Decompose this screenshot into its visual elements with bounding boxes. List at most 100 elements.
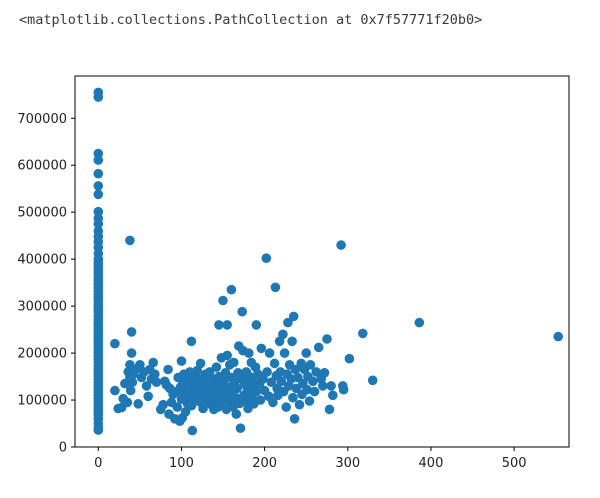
scatter-point xyxy=(308,376,318,387)
x-tick-label: 200 xyxy=(252,456,277,471)
x-axis: 0 100 200 300 400 500 xyxy=(94,447,527,471)
scatter-point xyxy=(287,336,297,347)
scatter-point xyxy=(291,383,302,394)
scatter-point xyxy=(255,395,266,405)
scatter-point xyxy=(229,357,239,368)
scatter-point xyxy=(93,168,104,179)
scatter-point xyxy=(93,425,104,435)
y-tick-label: 400000 xyxy=(17,253,67,268)
scatter-point xyxy=(93,189,104,200)
scatter-point xyxy=(344,353,355,364)
y-tick-label: 100000 xyxy=(17,394,67,409)
scatter-point xyxy=(318,381,328,391)
scatter-point xyxy=(141,381,152,391)
scatter-point xyxy=(319,368,330,378)
scatter-point xyxy=(258,374,268,384)
scatter-point xyxy=(288,311,299,322)
scatter-point xyxy=(148,357,158,368)
scatter-point xyxy=(93,92,104,102)
scatter-point xyxy=(135,360,145,370)
scatter-point xyxy=(276,376,287,387)
scatter-point xyxy=(226,284,237,295)
scatter-point xyxy=(125,235,135,246)
scatter-point xyxy=(127,377,138,388)
scatter-point xyxy=(244,348,254,358)
scatter-point xyxy=(367,375,378,386)
scatter-point xyxy=(143,391,153,402)
scatter-point xyxy=(195,358,206,369)
scatter-point xyxy=(251,386,262,397)
x-tick-label: 100 xyxy=(169,456,194,471)
y-tick-label: 600000 xyxy=(17,159,67,174)
scatter-point xyxy=(304,396,315,406)
scatter-point xyxy=(232,383,242,394)
scatter-point xyxy=(266,377,277,388)
scatter-point xyxy=(414,317,425,328)
scatter-point xyxy=(336,240,346,250)
x-tick-label: 300 xyxy=(335,456,360,471)
scatter-point xyxy=(283,317,293,328)
axes-frame xyxy=(74,75,570,448)
scatter-point xyxy=(264,348,275,358)
scatter-point xyxy=(214,320,224,330)
scatter-point xyxy=(288,392,298,403)
scatter-point xyxy=(301,348,312,358)
scatter-point xyxy=(218,295,228,306)
cell-output-text: <matplotlib.collections.PathCollection a… xyxy=(19,12,483,28)
x-tick-label: 0 xyxy=(94,456,102,471)
scatter-point xyxy=(268,397,278,408)
scatter-point xyxy=(328,390,338,401)
scatter-point xyxy=(172,402,183,412)
y-axis: 0 100000 200000 300000 400000 500000 600000 700… xyxy=(17,112,75,456)
scatter-point xyxy=(186,336,197,347)
scatter-point xyxy=(256,343,267,354)
scatter-point xyxy=(110,338,120,349)
scatter-point xyxy=(289,414,300,424)
scatter-point xyxy=(305,360,316,370)
scatter-point xyxy=(231,409,242,419)
scatter-point xyxy=(110,385,120,396)
scatter-point xyxy=(180,407,191,417)
scatter-point xyxy=(122,397,133,408)
scatter-point xyxy=(93,181,104,191)
y-tick-label: 200000 xyxy=(17,347,67,362)
scatter-point xyxy=(126,348,137,358)
scatter-point xyxy=(198,403,208,414)
scatter-point xyxy=(211,362,222,373)
scatter-point xyxy=(279,348,290,358)
scatter-point xyxy=(269,358,280,369)
scatter-point xyxy=(262,367,272,377)
scatter-point xyxy=(235,423,246,434)
points-layer xyxy=(93,87,563,436)
scatter-point xyxy=(158,399,168,410)
y-tick-label: 0 xyxy=(59,441,67,456)
scatter-point xyxy=(338,384,349,395)
scatter-point xyxy=(302,384,312,395)
scatter-point xyxy=(294,399,305,410)
scatter-point xyxy=(237,306,247,317)
scatter-point xyxy=(133,399,143,409)
y-tick-label: 300000 xyxy=(17,300,67,315)
x-tick-label: 400 xyxy=(419,456,444,471)
scatter-point xyxy=(163,364,173,375)
scatter-point xyxy=(93,148,104,159)
scatter-point xyxy=(309,386,320,397)
scatter-point xyxy=(290,364,301,375)
scatter-point xyxy=(126,327,137,337)
y-tick-label: 700000 xyxy=(17,112,67,127)
scatter-point xyxy=(251,320,262,330)
scatter-point xyxy=(222,350,232,361)
x-tick-label: 500 xyxy=(502,456,527,471)
scatter-point xyxy=(176,356,187,366)
scatter-point xyxy=(278,329,288,340)
scatter-point xyxy=(93,219,104,229)
scatter-point xyxy=(322,334,332,344)
scatter-point xyxy=(324,404,335,415)
scatter-point xyxy=(93,155,104,165)
scatter-point xyxy=(270,282,281,293)
scatter-point xyxy=(151,377,162,388)
scatter-point xyxy=(150,369,160,380)
y-tick-label: 500000 xyxy=(17,206,67,221)
scatter-point xyxy=(261,253,272,263)
